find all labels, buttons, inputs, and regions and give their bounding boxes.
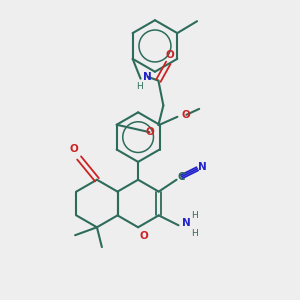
Text: O: O [182, 110, 191, 120]
Text: H: H [191, 211, 198, 220]
Text: N: N [182, 218, 191, 228]
Text: O: O [145, 127, 154, 137]
Text: C: C [178, 172, 185, 182]
Text: N: N [143, 72, 152, 82]
Text: H: H [191, 229, 198, 238]
Text: H: H [136, 82, 143, 91]
Text: N: N [198, 162, 207, 172]
Text: O: O [166, 50, 175, 60]
Text: O: O [140, 231, 148, 241]
Text: O: O [70, 144, 79, 154]
